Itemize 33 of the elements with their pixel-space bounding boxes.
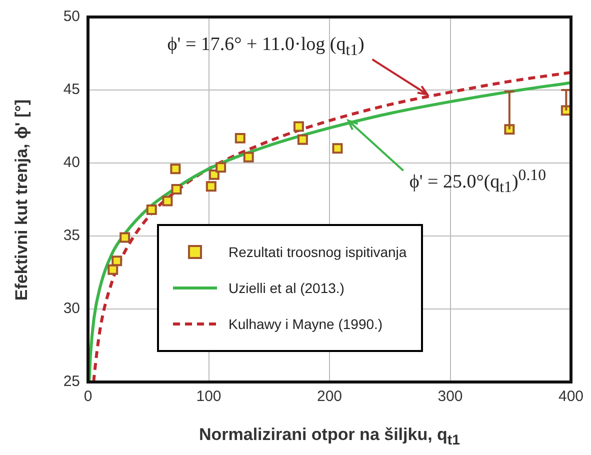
x-tick-label: 400 bbox=[558, 388, 584, 406]
legend-label: Uzielli et al (2013.) bbox=[228, 280, 344, 296]
point bbox=[216, 162, 226, 173]
point bbox=[112, 256, 122, 266]
y-axis-title: Efektivni kut trenja, ϕ' [°] bbox=[12, 98, 32, 300]
annotation: ϕ' = 17.6° + 11.0·log (q$_{t1}$) bbox=[167, 34, 364, 60]
point bbox=[243, 152, 254, 162]
point bbox=[170, 164, 181, 174]
y-tick-label: 35 bbox=[63, 227, 80, 244]
point bbox=[108, 264, 118, 275]
point bbox=[208, 169, 220, 180]
point bbox=[120, 232, 130, 243]
point bbox=[293, 121, 304, 132]
point bbox=[162, 196, 173, 206]
annotation: ϕ' = 25.0°(q$_{t1}$)$^{0.10}$ bbox=[409, 166, 546, 197]
point bbox=[332, 143, 343, 154]
y-tick-label: 25 bbox=[63, 373, 80, 390]
y-tick-label: 45 bbox=[63, 81, 80, 98]
x-tick-label: 100 bbox=[196, 388, 222, 406]
point bbox=[206, 181, 216, 192]
x-tick-label: 200 bbox=[316, 388, 342, 406]
point bbox=[146, 204, 157, 215]
y-tick-label: 40 bbox=[63, 154, 80, 172]
x-axis-title: Normalizirani otpor na šiljku, q$_{t1}$ bbox=[198, 425, 460, 448]
point bbox=[297, 134, 308, 145]
point bbox=[171, 184, 182, 195]
y-tick-label: 50 bbox=[63, 8, 80, 26]
point bbox=[234, 132, 246, 144]
x-tick-label: 0 bbox=[84, 388, 92, 406]
y-tick-label: 30 bbox=[63, 300, 80, 318]
legend-label: Rezultati troosnog ispitivanja bbox=[228, 244, 407, 260]
legend-label: Kulhawy i Mayne (1990.) bbox=[228, 316, 383, 332]
x-tick-label: 300 bbox=[438, 388, 463, 406]
